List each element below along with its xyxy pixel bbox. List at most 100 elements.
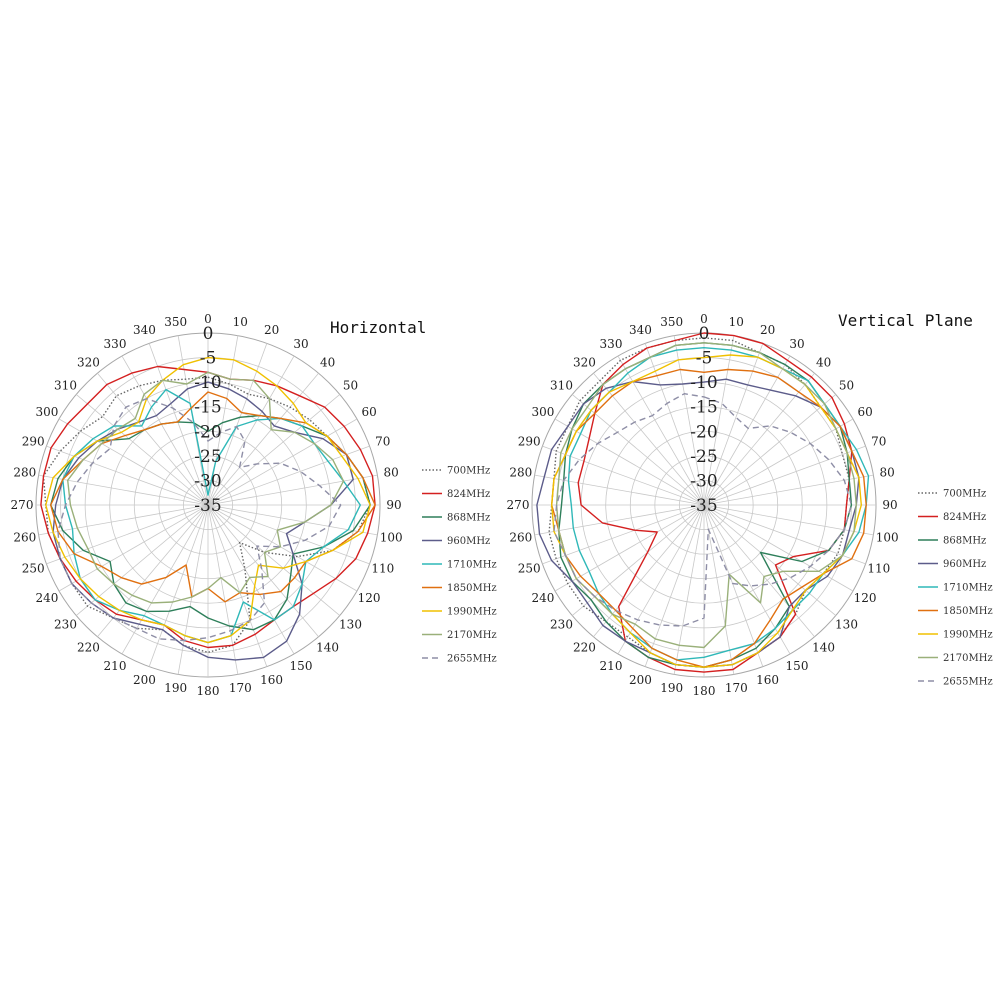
angle-tick-label: 230	[550, 618, 573, 632]
grid-spoke	[207, 504, 358, 592]
legend-label: 1710MHz	[447, 560, 497, 571]
legend-label: 700MHz	[447, 466, 490, 477]
angle-tick-label: 90	[386, 498, 401, 512]
grid-spoke	[97, 504, 209, 638]
angle-tick-label: 150	[786, 659, 809, 673]
series-group	[536, 332, 870, 673]
angle-tick-label: 290	[518, 434, 541, 448]
grid-spoke	[207, 445, 370, 506]
chart-title-vertical: Vertical Plane	[838, 311, 973, 330]
grid-spoke	[177, 504, 209, 675]
series-line-2170MHz	[555, 342, 857, 649]
radial-tick-label: -15	[690, 398, 717, 418]
grid-spoke	[703, 504, 874, 536]
radial-tick-label: -25	[690, 447, 717, 467]
angle-tick-label: 70	[871, 434, 886, 448]
legend-label: 868MHz	[943, 536, 986, 547]
angle-tick-label: 160	[260, 673, 283, 687]
grid-spoke	[703, 504, 791, 655]
angle-tick-label: 280	[509, 466, 532, 480]
angle-tick-label: 190	[660, 681, 683, 695]
radial-tick-label: -20	[690, 422, 717, 442]
angle-tick-label: 240	[531, 591, 554, 605]
grid-spoke	[703, 445, 866, 506]
angle-tick-label: 100	[876, 530, 899, 544]
angle-tick-label: 80	[384, 466, 399, 480]
angle-tick-label: 320	[77, 356, 100, 370]
angle-tick-label: 180	[693, 684, 716, 698]
radial-tick-label: -30	[194, 471, 221, 491]
angle-tick-label: 100	[380, 530, 403, 544]
grid-spoke	[148, 504, 209, 667]
chart-title-horizontal: Horizontal	[330, 318, 426, 337]
angle-tick-label: 0	[700, 312, 708, 326]
grid-spoke	[703, 504, 764, 667]
angle-tick-label: 40	[320, 356, 335, 370]
angle-tick-label: 150	[290, 659, 313, 673]
angle-tick-label: 90	[882, 498, 897, 512]
angle-tick-label: 310	[54, 378, 77, 392]
angle-tick-label: 340	[629, 323, 652, 337]
angle-tick-label: 200	[133, 673, 156, 687]
grid-spoke	[75, 394, 209, 506]
grid-spoke	[148, 343, 209, 506]
legend-label: 960MHz	[447, 536, 490, 547]
angle-tick-label: 30	[293, 337, 308, 351]
radial-tick-label: -15	[194, 398, 221, 418]
angle-tick-label: 200	[629, 673, 652, 687]
radial-tick-label: -5	[696, 349, 713, 369]
angle-tick-label: 40	[816, 356, 831, 370]
grid-spoke	[593, 504, 705, 638]
angle-tick-label: 330	[600, 337, 623, 351]
angle-tick-label: 60	[857, 405, 872, 419]
angle-tick-label: 20	[264, 323, 279, 337]
legend-label: 700MHz	[943, 489, 986, 500]
angle-tick-label: 20	[760, 323, 775, 337]
angle-tick-label: 0	[204, 312, 212, 326]
grid-spoke	[554, 418, 705, 506]
angle-tick-label: 50	[343, 378, 358, 392]
angle-tick-label: 180	[197, 684, 220, 698]
angle-tick-label: 280	[13, 466, 36, 480]
grid-spoke	[207, 394, 341, 506]
angle-tick-label: 330	[104, 337, 127, 351]
radial-tick-label: -35	[194, 496, 221, 516]
grid-spoke	[207, 504, 295, 655]
grid-spoke	[703, 474, 874, 506]
polar-grid	[531, 332, 877, 678]
grid-spoke	[703, 504, 837, 616]
grid-spoke	[703, 372, 815, 506]
grid-spoke	[58, 504, 209, 592]
series-line-1990MHz	[45, 356, 371, 644]
radial-tick-label: 0	[203, 324, 214, 344]
grid-spoke	[75, 504, 209, 616]
legend-label: 2170MHz	[943, 653, 993, 664]
grid-spoke	[703, 504, 735, 675]
polar-grid	[35, 332, 381, 678]
legend-label: 1990MHz	[447, 607, 497, 618]
grid-spoke	[207, 504, 239, 675]
grid-spoke	[207, 418, 358, 506]
series-group	[40, 356, 376, 661]
legend: 700MHz 824MHz 868MHz 960MHz 1710MHz 1850MHz 19…	[422, 466, 497, 665]
grid-spoke	[207, 355, 295, 506]
angle-tick-label: 290	[22, 434, 45, 448]
series-line-824MHz	[40, 365, 376, 649]
angle-tick-label: 320	[573, 356, 596, 370]
grid-spoke	[97, 372, 209, 506]
grid-spoke	[121, 504, 209, 655]
grid-spoke	[703, 418, 854, 506]
grid-spoke	[617, 504, 705, 655]
grid-spoke	[703, 504, 815, 638]
angle-tick-label: 10	[233, 315, 248, 329]
angle-tick-label: 30	[789, 337, 804, 351]
angle-tick-label: 210	[104, 659, 127, 673]
grid-spoke	[703, 335, 735, 506]
legend-label: 1850MHz	[943, 606, 993, 617]
angle-tick-label: 190	[164, 681, 187, 695]
series-line-824MHz	[577, 332, 853, 673]
angle-tick-label: 340	[133, 323, 156, 337]
